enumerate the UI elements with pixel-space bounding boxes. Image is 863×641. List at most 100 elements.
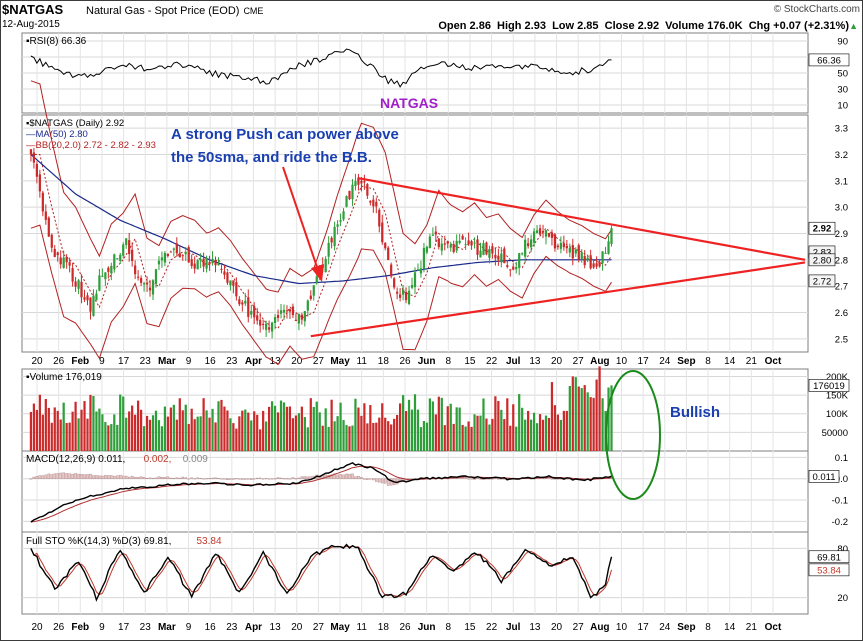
volume-bar — [461, 424, 464, 451]
volume-bar — [205, 410, 208, 451]
candle-body — [300, 314, 303, 320]
sto-k-value-box — [808, 550, 850, 564]
candle-body — [95, 293, 98, 301]
header-symbol: $NATGAS — [2, 2, 63, 17]
macd-histogram-bar — [330, 474, 333, 479]
volume-bar — [244, 409, 247, 451]
macd-histogram-bar — [369, 478, 372, 480]
volume-bar — [333, 421, 336, 451]
price-label-box — [808, 221, 836, 235]
volume-bar — [375, 422, 378, 451]
macd-histogram-bar — [360, 477, 363, 479]
candle-body — [89, 297, 92, 312]
candle-body — [116, 258, 119, 260]
volume-bar — [285, 406, 289, 451]
candle-body — [172, 248, 175, 250]
volume-bar — [217, 401, 220, 451]
volume-bar — [47, 407, 50, 451]
volume-bar — [369, 405, 372, 451]
volume-bar — [318, 412, 321, 451]
volume-bar — [348, 426, 351, 451]
price-y-tick: 3.1 — [835, 176, 848, 187]
macd-y-tick: 0.1 — [835, 453, 848, 464]
volume-bar — [532, 412, 536, 451]
volume-bar — [315, 401, 318, 451]
volume-bar — [267, 406, 271, 451]
volume-bar — [157, 420, 161, 451]
volume-bar — [172, 404, 175, 451]
volume-bar — [357, 407, 360, 451]
volume-bar — [270, 401, 274, 451]
header-name: Natural Gas - Spot Price (EOD) CME — [86, 5, 263, 17]
candle-body — [354, 181, 357, 187]
volume-bar — [351, 425, 354, 451]
candle-body — [235, 282, 238, 297]
volume-bar — [56, 410, 59, 451]
volume-bar — [449, 403, 452, 451]
macd-histogram-bar — [107, 475, 110, 479]
candle-body — [190, 259, 193, 267]
candle-body — [291, 306, 295, 316]
candle-body — [303, 311, 306, 322]
volume-bar — [134, 414, 137, 451]
x-tick-label: 24 — [659, 356, 671, 367]
candle-body — [270, 322, 274, 332]
candle-body — [223, 271, 226, 275]
volume-bar — [467, 421, 470, 451]
volume-bar — [44, 398, 47, 451]
volume-bar — [518, 394, 521, 451]
macd-histogram-bar — [249, 478, 253, 480]
volume-bar — [586, 392, 589, 451]
volume-bar — [38, 394, 41, 451]
macd-histogram-bar — [47, 473, 51, 479]
volume-bar — [309, 398, 312, 451]
volume-bar — [238, 416, 241, 451]
candle-body — [515, 266, 518, 270]
candle-body — [467, 240, 470, 245]
candle-body — [229, 280, 232, 286]
x-tick-label: 13 — [270, 356, 282, 367]
volume-bar — [327, 426, 330, 451]
x-tick-label: 17 — [638, 356, 650, 367]
candle-body — [59, 257, 62, 265]
candle-body — [86, 295, 89, 301]
macd-line — [30, 461, 612, 523]
macd-y-tick: 0.0 — [835, 474, 848, 485]
candle-body — [375, 201, 378, 207]
volume-bar — [142, 426, 146, 451]
candle-body — [169, 251, 172, 253]
macd-histogram-bar — [127, 476, 131, 479]
rsi-y-tick: 10 — [837, 101, 848, 112]
candle-body — [29, 149, 33, 155]
macd-histogram-bar — [113, 475, 116, 479]
volume-bar — [506, 398, 509, 451]
annotation-arrow-line — [282, 166, 319, 271]
header-ohlc: Open 2.86 High 2.93 Low 2.85 Close 2.92 … — [438, 20, 849, 32]
volume-bar — [363, 403, 366, 451]
candle-body — [41, 192, 44, 212]
candle-body — [458, 240, 461, 244]
macd-histogram-bar — [56, 473, 59, 479]
x-tick-label-bottom: 17 — [638, 622, 650, 633]
volume-bar — [404, 411, 408, 451]
volume-bar — [473, 414, 476, 451]
macd-histogram-bar — [163, 477, 167, 479]
candle-body — [44, 211, 47, 220]
sto-panel — [21, 531, 809, 615]
volume-bar — [342, 420, 345, 451]
macd-histogram-bar — [252, 478, 256, 480]
volume-bar — [178, 398, 181, 451]
volume-bar — [324, 408, 327, 451]
candle-body — [473, 242, 476, 244]
macd-histogram-bar — [383, 478, 387, 484]
candle-body — [145, 282, 149, 285]
candle-body — [62, 257, 65, 268]
candle-body — [288, 309, 292, 312]
macd-histogram-bar — [169, 477, 173, 479]
volume-bar — [92, 396, 95, 451]
volume-bar — [452, 423, 455, 451]
candle-body — [327, 242, 330, 257]
x-tick-label: 23 — [140, 356, 152, 367]
volume-bar — [163, 406, 167, 451]
macd-histogram-bar — [232, 478, 235, 480]
